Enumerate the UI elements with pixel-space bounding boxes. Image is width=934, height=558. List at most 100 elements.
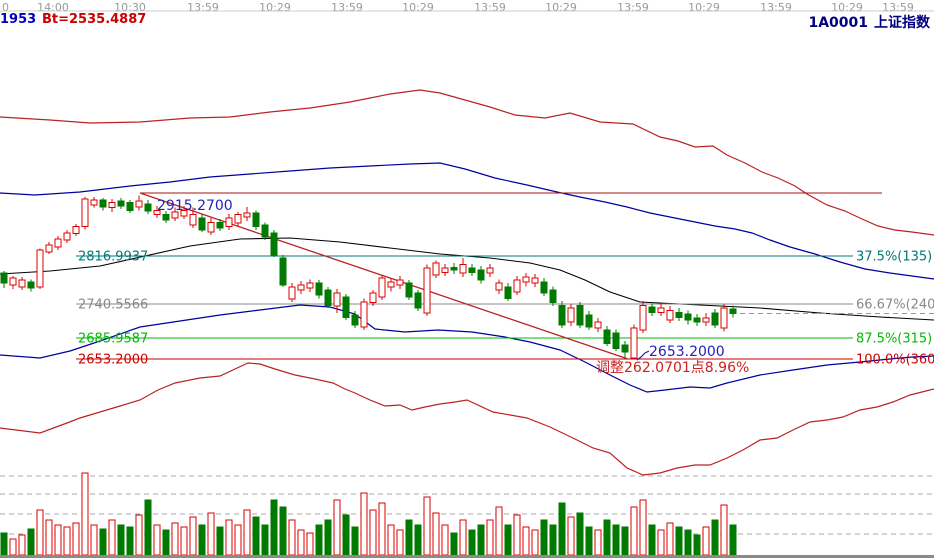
volume-bar [117,524,125,556]
candle-body [243,212,251,218]
volume-bar [315,524,323,556]
candle-body [693,317,701,323]
volume-bar [522,526,530,556]
candle-body [540,281,548,294]
candle-body [486,267,494,274]
volume-bar [45,519,53,556]
volume-bar [477,524,485,556]
candle-body [630,327,638,359]
volume-bar [81,472,89,556]
volume-bar [531,529,539,556]
volume-bar [720,504,728,556]
candle-body [0,272,8,284]
candle-body [315,282,323,296]
volume-bar [450,532,458,556]
swing-low-label: 2653.2000 [649,344,725,360]
volume-bar [18,534,26,556]
volume-bar [270,499,278,556]
volume-bar [567,516,575,556]
price-readout-partial: 1953 [0,12,37,27]
candle-body [45,244,53,253]
candle-body [234,214,242,224]
retracement-pct-label-1: 66.67%(240) [856,298,934,313]
volume-bar [216,526,224,556]
candle-body [279,257,287,286]
candle-body [459,264,467,274]
candle-body [612,332,620,349]
volume-bar [144,499,152,556]
upper-envelope-line [0,89,934,236]
candle-body [549,289,557,304]
candle-body [594,321,602,329]
volume-bar [630,506,638,556]
candle-body [360,301,368,328]
candle-body [603,329,611,344]
retracement-pct-label-3: 100.0%(360) [856,353,934,368]
volume-bar [72,522,80,556]
volume-bar [351,526,359,556]
symbol-title: 1A0001 上证指数 [802,12,930,32]
candle-body [702,317,710,323]
volume-bar [36,509,44,556]
volume-bar [540,519,548,556]
candle-body [405,282,413,298]
volume-bar [378,502,386,556]
candle-body [639,304,647,331]
candle-body [144,203,152,212]
volume-bar [90,524,98,556]
volume-bar [459,519,467,556]
candle-body [666,309,674,321]
candle-body [270,232,278,256]
volume-bar [225,519,233,556]
volume-bar [666,522,674,556]
candle-body [387,281,395,288]
swing-high-label: 2915.2700 [157,198,233,214]
volume-bar [612,524,620,556]
volume-bar [585,526,593,556]
volume-bar [180,526,188,556]
candle-body [108,202,116,209]
volume-bar [261,524,269,556]
volume-bar [63,526,71,556]
candle-body [450,266,458,271]
candle-body [306,282,314,289]
candle-body [684,313,692,321]
volume-bar [387,524,395,556]
candle-body [675,311,683,318]
down-trendline [139,192,629,360]
candle-body [369,292,377,304]
info-row: 1953 Bt=2535.4887 1A0001 上证指数 [0,12,934,32]
candle-body [252,212,260,228]
volume-bar [621,526,629,556]
volume-bar [153,524,161,556]
retracement-price-label-0: 2816.9937 [78,250,148,265]
volume-baseline [0,555,934,558]
lower-channel-line [0,304,934,393]
candle-body [90,199,98,206]
candle-body [558,304,566,326]
candle-body [117,200,125,207]
candle-body [576,304,584,326]
candle-body [288,286,296,300]
volume-bar [657,529,665,556]
volume-bar [126,526,134,556]
volume-bar [576,512,584,556]
candle-body [18,279,26,288]
candle-body [657,307,665,313]
volume-bar [648,524,656,556]
volume-bar [9,538,17,556]
candle-body [432,262,440,276]
volume-bar [306,532,314,556]
volume-bar [396,529,404,556]
symbol-code: 1A0001 [808,15,868,31]
candle-body [423,267,431,314]
candle-body [711,312,719,326]
candle-body [126,202,134,211]
volume-bar [99,528,107,556]
volume-bar [279,506,287,556]
volume-bar [504,524,512,556]
candle-body [504,286,512,299]
volume-bar [207,512,215,556]
